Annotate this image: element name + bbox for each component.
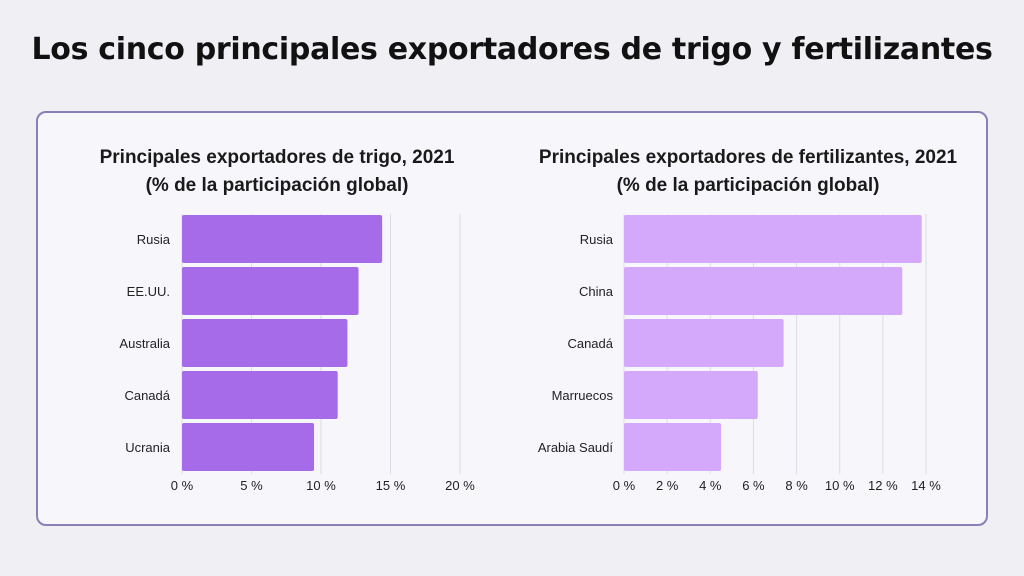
wheat-tick-label: 15 % [376, 478, 406, 493]
wheat-category-label: Australia [119, 336, 170, 351]
fertilizer-category-label: Arabia Saudí [538, 440, 614, 455]
wheat-tick-label: 0 % [171, 478, 194, 493]
fertilizer-bar [624, 215, 922, 263]
wheat-bar [182, 371, 338, 419]
fertilizer-bar [624, 267, 903, 315]
fertilizer-tick-label: 10 % [825, 478, 855, 493]
wheat-category-label: Rusia [137, 232, 171, 247]
fertilizer-bar [624, 423, 722, 471]
fertilizer-tick-label: 12 % [868, 478, 898, 493]
wheat-title-line-1: Principales exportadores de trigo, 2021 [100, 147, 455, 168]
fertilizer-title-line-1: Principales exportadores de fertilizante… [539, 147, 958, 168]
page-title: Los cinco principales exportadores de tr… [31, 32, 993, 67]
fertilizer-bar [624, 319, 784, 367]
wheat-tick-label: 5 % [240, 478, 263, 493]
wheat-category-label: Canadá [124, 388, 170, 403]
wheat-category-label: Ucrania [125, 440, 171, 455]
fertilizer-category-label: Marruecos [552, 388, 614, 403]
fertilizer-tick-label: 6 % [742, 478, 765, 493]
wheat-bar [182, 215, 383, 263]
fertilizer-bar [624, 371, 758, 419]
fertilizer-category-label: Canadá [567, 336, 613, 351]
fertilizer-tick-label: 8 % [785, 478, 808, 493]
wheat-bar [182, 423, 315, 471]
wheat-title-line-2: (% de la participación global) [146, 175, 409, 196]
wheat-category-label: EE.UU. [127, 284, 170, 299]
fertilizer-category-label: Rusia [580, 232, 614, 247]
wheat-tick-label: 20 % [445, 478, 475, 493]
wheat-bar [182, 319, 348, 367]
wheat-tick-label: 10 % [306, 478, 336, 493]
wheat-bar [182, 267, 359, 315]
fertilizer-tick-label: 0 % [613, 478, 636, 493]
fertilizer-tick-label: 4 % [699, 478, 722, 493]
fertilizer-title-line-2: (% de la participación global) [617, 175, 880, 196]
fertilizer-category-label: China [579, 284, 614, 299]
fertilizer-tick-label: 2 % [656, 478, 679, 493]
fertilizer-tick-label: 14 % [911, 478, 941, 493]
